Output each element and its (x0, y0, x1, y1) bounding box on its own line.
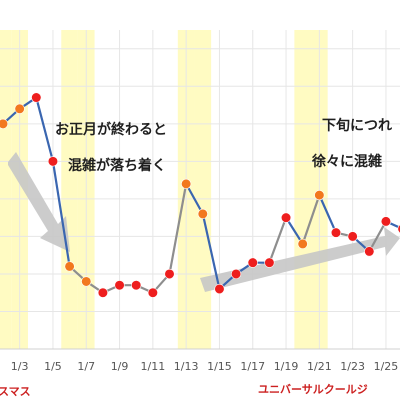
x-tick-label: 1/3 (11, 360, 29, 373)
event-labels: スマス ユニバーサルクールジ (0, 383, 368, 398)
data-point-1-10 (131, 280, 142, 291)
highlight-band-1-14 (194, 30, 212, 349)
data-point-1-13 (181, 178, 192, 189)
x-tick-label: 1/23 (340, 360, 365, 373)
highlight-band-1-6 (61, 30, 78, 349)
data-point-1-3 (14, 103, 25, 114)
downtrend-arrow (8, 152, 70, 252)
event-label-right: ユニバーサルクールジ (258, 383, 368, 396)
series-segment (35, 96, 55, 163)
series-segment (185, 182, 204, 215)
data-point-1-2 (0, 118, 9, 129)
annotation-left-line-2: 混雑が落ち着く (68, 157, 166, 174)
series-segment (284, 216, 304, 246)
series-segment (51, 160, 71, 268)
data-point-1-23 (347, 231, 358, 242)
uptrend-arrow (200, 227, 400, 292)
data-point-1-19 (280, 212, 292, 223)
data-point-1-20 (297, 238, 308, 250)
x-tick-label: 1/13 (174, 360, 199, 373)
series-markers (0, 92, 400, 298)
data-point-1-18 (264, 257, 275, 268)
data-point-1-22 (330, 227, 342, 238)
data-point-1-4 (31, 92, 42, 103)
series-segment (318, 194, 338, 234)
x-tick-labels: 1/3 1/5 1/7 1/9 1/11 1/13 1/15 1/17 1/19 1/21 1/23… (11, 360, 399, 373)
highlight-band-1-2 (0, 30, 12, 349)
weekend-bands (0, 30, 328, 349)
data-point-1-7 (81, 276, 92, 287)
data-point-1-17 (247, 257, 258, 268)
data-point-1-8 (97, 287, 108, 298)
x-tick-label: 1/7 (77, 360, 95, 373)
data-point-1-9 (114, 280, 125, 291)
x-tick-label: 1/11 (140, 360, 165, 373)
series-segment (301, 194, 321, 246)
x-tick-label: 1/19 (274, 360, 299, 373)
data-point-1-14 (197, 208, 208, 219)
series-segment (268, 216, 288, 264)
annotation-right-line-2: 徐々に混雑 (311, 153, 382, 170)
trend-arrows (8, 152, 400, 292)
data-point-1-26 (397, 224, 400, 234)
data-point-1-6 (64, 261, 75, 272)
data-point-1-25 (380, 216, 392, 227)
x-tick-label: 1/9 (111, 360, 129, 373)
annotation-left: お正月が終わると 混雑が落ち着く (55, 121, 167, 174)
data-point-1-15 (214, 283, 225, 295)
annotation-right-line-1: 下旬につれ (322, 117, 392, 134)
x-tick-label: 1/17 (240, 360, 265, 373)
data-point-1-5 (47, 156, 59, 167)
series-segment (368, 220, 388, 253)
annotation-right: 下旬につれ 徐々に混雑 (311, 117, 392, 170)
gridlines (0, 30, 400, 350)
data-point-1-16 (231, 268, 242, 280)
x-tick-label: 1/15 (207, 360, 232, 373)
event-label-left: スマス (0, 385, 31, 398)
x-tick-label: 1/21 (307, 360, 332, 373)
highlight-band-1-20 (294, 30, 312, 349)
series-segment (201, 212, 221, 291)
data-point-1-11 (147, 287, 158, 298)
x-tick-label: 1/5 (44, 360, 62, 373)
annotation-left-line-1: お正月が終わると (55, 121, 167, 138)
series-segment (168, 182, 188, 276)
data-point-1-21 (314, 190, 325, 201)
data-point-1-12 (164, 268, 175, 280)
x-tick-label: 1/25 (374, 360, 399, 373)
data-point-1-24 (364, 246, 375, 257)
